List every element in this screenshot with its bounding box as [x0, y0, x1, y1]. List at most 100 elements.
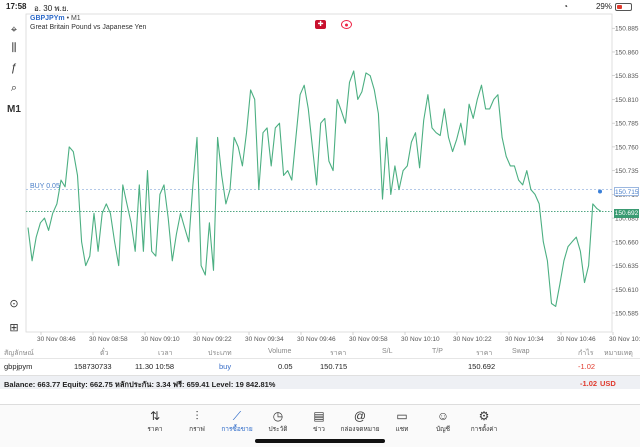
tab-settings[interactable]: ⚙ การตั้งค่า: [463, 409, 505, 434]
col-volume: Volume: [268, 348, 292, 355]
buy-position-label[interactable]: BUY 0.05: [30, 183, 60, 190]
quotes-icon: ⇅: [149, 409, 161, 423]
chart-icon: ⫶: [195, 409, 199, 423]
y-tick-label: 150.860: [615, 49, 639, 56]
account-balance-bar: Balance: 663.77 Equity: 662.75 หลักประกั…: [0, 375, 640, 389]
total-profit-currency: USD: [600, 379, 616, 388]
accounts-icon: ☺: [436, 409, 450, 423]
balance-text: Balance: 663.77 Equity: 662.75 หลักประกั…: [4, 380, 276, 389]
x-tick-label: 30 Nov 10:10: [401, 336, 440, 343]
chart-timeframe: M1: [70, 15, 81, 22]
x-tick-label: 30 Nov 09:10: [141, 336, 180, 343]
x-tick-label: 30 Nov 08:46: [37, 336, 76, 343]
chart-area[interactable]: 150.885 150.860 150.835 150.810 150.785 150.7…: [0, 0, 640, 345]
candles-icon[interactable]: ⫼: [11, 42, 17, 54]
tab-mailbox[interactable]: @ กล่องจดหมาย: [339, 409, 381, 434]
tab-trade[interactable]: ⟋ การซื้อขาย: [216, 409, 258, 434]
y-tick-label: 150.610: [615, 287, 639, 294]
status-bar: 17:58 อ. 30 พ.ย. ◔ 29%: [0, 0, 640, 14]
col-profit: กำไร: [578, 350, 594, 357]
tab-news[interactable]: ▤ ข่าว: [298, 409, 340, 434]
trade-current-price: 150.692: [468, 362, 496, 371]
trade-volume: 0.05: [278, 362, 293, 371]
col-current-price: ราคา: [476, 350, 493, 357]
x-tick-label: 30 Nov 09:22: [193, 336, 232, 343]
tab-chart[interactable]: ⫶ กราฟ: [176, 409, 218, 434]
plot-frame: [25, 13, 613, 333]
tab-label: ประวัติ: [268, 426, 288, 433]
tab-quotes[interactable]: ⇅ ราคา: [134, 409, 176, 434]
y-tick-label: 150.685: [615, 216, 639, 223]
col-swap: Swap: [512, 348, 530, 355]
chart-description: Great Britain Pound vs Japanese Yen: [30, 24, 147, 31]
trade-open-price: 150.715: [320, 362, 348, 371]
objects-icon[interactable]: ⌕: [10, 82, 18, 94]
bid-price-box: 150.692: [614, 209, 639, 218]
status-date: อ. 30 พ.ย.: [34, 4, 69, 13]
col-price: ราคา: [330, 350, 347, 357]
tab-label: การซื้อขาย: [221, 426, 253, 433]
price-chart[interactable]: 150.885 150.860 150.835 150.810 150.785 150.7…: [0, 0, 640, 345]
trades-header: สัญลักษณ์ ตั๋ว เวลา ประเภท Volume ราคา S…: [0, 345, 640, 359]
col-type: ประเภท: [208, 350, 232, 357]
price-series-line: [27, 70, 602, 307]
tab-label: ข่าว: [313, 426, 325, 433]
total-profit: -1.02: [580, 379, 598, 388]
y-tick-label: 150.835: [615, 73, 639, 80]
battery-icon: [615, 3, 632, 11]
col-tp: T/P: [432, 348, 443, 355]
x-tick-label: 30 Nov 10:46: [557, 336, 596, 343]
home-indicator: [255, 439, 385, 443]
y-tick-label: 150.635: [615, 263, 639, 270]
battery-level: 29%: [595, 2, 612, 11]
crosshair-icon[interactable]: ⌖: [10, 24, 18, 36]
add-chart-icon[interactable]: ⊞: [9, 322, 19, 334]
wifi-icon: ◔: [563, 2, 568, 11]
trade-type: buy: [219, 362, 232, 371]
buy-marker-dot: [598, 189, 602, 194]
chart-toolbar: ⌖ ⫼ ƒ ⌕ M1 ⊙ ⊞: [0, 14, 26, 334]
x-tick-label: 30 Nov 10:34: [505, 336, 544, 343]
tab-chat[interactable]: ▭ แชท: [381, 409, 423, 434]
tab-history[interactable]: ◷ ประวัติ: [257, 409, 299, 434]
y-tick-label: 150.735: [615, 168, 639, 175]
history-icon: ◷: [272, 409, 284, 423]
gbp-flag-icon: ✚: [315, 20, 326, 29]
chart-symbol: GBPJPYm: [30, 15, 65, 22]
x-tick-label: 30 Nov 09:58: [349, 336, 388, 343]
tab-label: การตั้งค่า: [470, 426, 498, 433]
x-tick-label: 30 Nov 08:58: [89, 336, 128, 343]
trade-time: 11.30 10:58: [135, 362, 175, 371]
tab-label: กล่องจดหมาย: [340, 426, 380, 433]
x-tick-label: 30 Nov 09:34: [245, 336, 284, 343]
bottom-tab-bar: ⇅ ราคา ⫶ กราฟ ⟋ การซื้อขาย ◷ ประวัติ ▤ ข่าว @ กล่อง…: [0, 404, 640, 447]
x-tick-label: 30 Nov 10:5: [609, 336, 640, 343]
col-sl: S/L: [382, 348, 393, 355]
mailbox-icon: @: [353, 409, 367, 423]
x-tick-label: 30 Nov 10:22: [453, 336, 492, 343]
timeframe-label[interactable]: M1: [7, 104, 21, 115]
y-tick-label: 150.760: [615, 144, 639, 151]
tab-label: กราฟ: [189, 426, 205, 433]
col-symbol: สัญลักษณ์: [4, 350, 34, 357]
tab-label: ราคา: [147, 426, 163, 433]
settings-icon: ⚙: [478, 409, 490, 423]
trade-symbol: gbpjpym: [4, 362, 33, 371]
trade-icon: ⟋: [232, 409, 242, 423]
tab-label: แชท: [395, 426, 409, 433]
x-tick-label: 30 Nov 09:46: [297, 336, 336, 343]
y-tick-label: 150.785: [615, 121, 639, 128]
buy-price-box: 150.715: [614, 187, 639, 196]
tab-accounts[interactable]: ☺ บัญชี: [422, 409, 464, 434]
trade-row[interactable]: gbpjpym 158730733 11.30 10:58 buy 0.05 1…: [0, 359, 640, 375]
indicator-icon[interactable]: ƒ: [10, 62, 18, 74]
title-separator: •: [64, 15, 71, 22]
y-tick-label: 150.885: [615, 26, 639, 33]
chart-symbol-title: GBPJPYm • M1: [30, 15, 81, 22]
chart-zoom-icon[interactable]: ⊙: [9, 298, 19, 310]
chat-icon: ▭: [396, 409, 408, 423]
col-ticket: ตั๋ว: [100, 350, 109, 357]
y-tick-label: 150.660: [615, 239, 639, 246]
tab-label: บัญชี: [435, 426, 451, 433]
jpy-flag-icon: ●: [341, 20, 352, 29]
